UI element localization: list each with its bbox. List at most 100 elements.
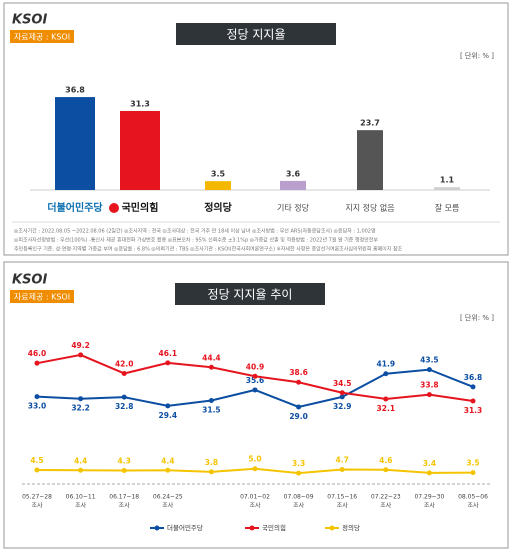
value-label: 4.7 <box>336 455 349 464</box>
chart-title: 정당 지지율 <box>226 28 285 42</box>
x-tick-label: 06.10~11 <box>66 494 96 501</box>
footnote: ◎조사기간 : 2022.08.05 ~2022.08.06 (2일간) ◎조사… <box>14 228 376 235</box>
x-tick-sub: 조사 <box>75 502 87 510</box>
legend-label: 더불어민주당 <box>167 523 203 532</box>
value-label: 42.0 <box>115 359 134 368</box>
x-tick-sub: 조사 <box>119 502 131 510</box>
category-label: 국민의힘 <box>122 201 159 214</box>
value-label: 29.0 <box>289 412 308 421</box>
value-label: 3.4 <box>423 459 436 468</box>
value-label: 36.8 <box>464 373 483 382</box>
bar <box>205 181 231 190</box>
point <box>470 384 476 390</box>
point <box>78 396 84 402</box>
bar <box>357 130 383 190</box>
x-tick-sub: 조사 <box>424 502 436 510</box>
point <box>78 352 84 358</box>
x-tick-sub: 조사 <box>337 502 349 510</box>
logo: KSOI <box>12 13 47 28</box>
source-badge <box>10 30 74 43</box>
legend-marker <box>249 525 255 531</box>
x-tick-label: 07.01~02 <box>240 494 270 501</box>
point <box>426 367 432 373</box>
value-label: 4.4 <box>74 456 87 465</box>
point <box>208 364 214 370</box>
x-tick-label: 07.22~23 <box>371 494 401 501</box>
logo: KSOI <box>12 273 47 288</box>
point <box>339 466 345 472</box>
value-label: 29.4 <box>159 411 178 420</box>
point <box>339 390 345 396</box>
value-label: 3.5 <box>466 459 479 468</box>
point <box>339 394 345 400</box>
legend-label: 국민의힘 <box>262 523 286 532</box>
x-tick-label: 07.29~30 <box>414 494 444 501</box>
value-label: 32.8 <box>115 402 134 411</box>
value-label: 5.0 <box>248 455 261 464</box>
value-label: 32.1 <box>377 404 396 413</box>
legend-marker <box>154 525 160 531</box>
x-tick-label: 06.17~18 <box>109 494 139 501</box>
point <box>165 360 171 366</box>
value-label: 36.8 <box>65 86 85 95</box>
point <box>78 467 84 473</box>
point <box>252 387 258 393</box>
value-label: 31.3 <box>130 99 150 108</box>
point <box>470 470 476 476</box>
value-label: 31.3 <box>464 406 483 415</box>
value-label: 41.9 <box>377 360 396 369</box>
category-label: 잘 모름 <box>435 204 460 213</box>
source: 자료제공 : KSOI <box>14 33 70 42</box>
value-label: 49.2 <box>71 341 90 350</box>
x-tick-label: 05.27~28 <box>22 494 52 501</box>
point <box>470 398 476 404</box>
footnote: 주민등록인구 기준, 성·연령·지역별 가중값 부여 ◎응답률 : 6.8% ◎… <box>14 246 403 253</box>
panel <box>3 261 509 549</box>
point <box>252 373 258 379</box>
value-label: 4.5 <box>30 456 43 465</box>
title-box <box>175 283 325 305</box>
x-tick-label: 07.15~16 <box>327 494 357 501</box>
x-tick-sub: 조사 <box>293 502 305 510</box>
x-tick-sub: 조사 <box>162 502 174 510</box>
point <box>34 394 40 400</box>
bar <box>280 180 306 190</box>
x-tick-sub: 조사 <box>380 502 392 510</box>
title-box <box>176 23 336 45</box>
value-label: 33.8 <box>420 381 439 390</box>
value-label: 4.4 <box>161 456 174 465</box>
source: 자료제공 : KSOI <box>14 293 70 302</box>
value-label: 35.6 <box>246 376 265 385</box>
value-label: 3.8 <box>205 458 218 467</box>
value-label: 44.4 <box>202 353 221 362</box>
bar <box>55 97 95 190</box>
logo-mark <box>109 203 119 213</box>
point <box>121 370 127 376</box>
point <box>426 470 432 476</box>
value-label: 3.5 <box>211 170 226 179</box>
x-tick-sub: 조사 <box>31 502 43 510</box>
legend-marker <box>329 525 335 531</box>
legend-label: 정의당 <box>342 523 360 532</box>
unit: [ 단위: % ] <box>460 51 494 60</box>
point <box>383 467 389 473</box>
point <box>252 466 258 472</box>
category-label: 기타 정당 <box>277 203 310 213</box>
category-label: 더불어민주당 <box>47 201 103 214</box>
value-label: 33.0 <box>28 402 47 411</box>
point <box>296 379 302 385</box>
value-label: 32.2 <box>71 404 90 413</box>
x-tick-label: 07.08~09 <box>284 494 314 501</box>
value-label: 3.6 <box>286 169 301 178</box>
point <box>34 467 40 473</box>
point <box>426 392 432 398</box>
point <box>296 470 302 476</box>
point <box>121 394 127 400</box>
chart-title: 정당 지지율 추이 <box>208 288 293 302</box>
bar <box>120 110 160 190</box>
x-tick-sub: 조사 <box>467 502 479 510</box>
value-label: 38.6 <box>289 368 308 377</box>
value-label: 23.7 <box>360 119 380 128</box>
point <box>121 468 127 474</box>
